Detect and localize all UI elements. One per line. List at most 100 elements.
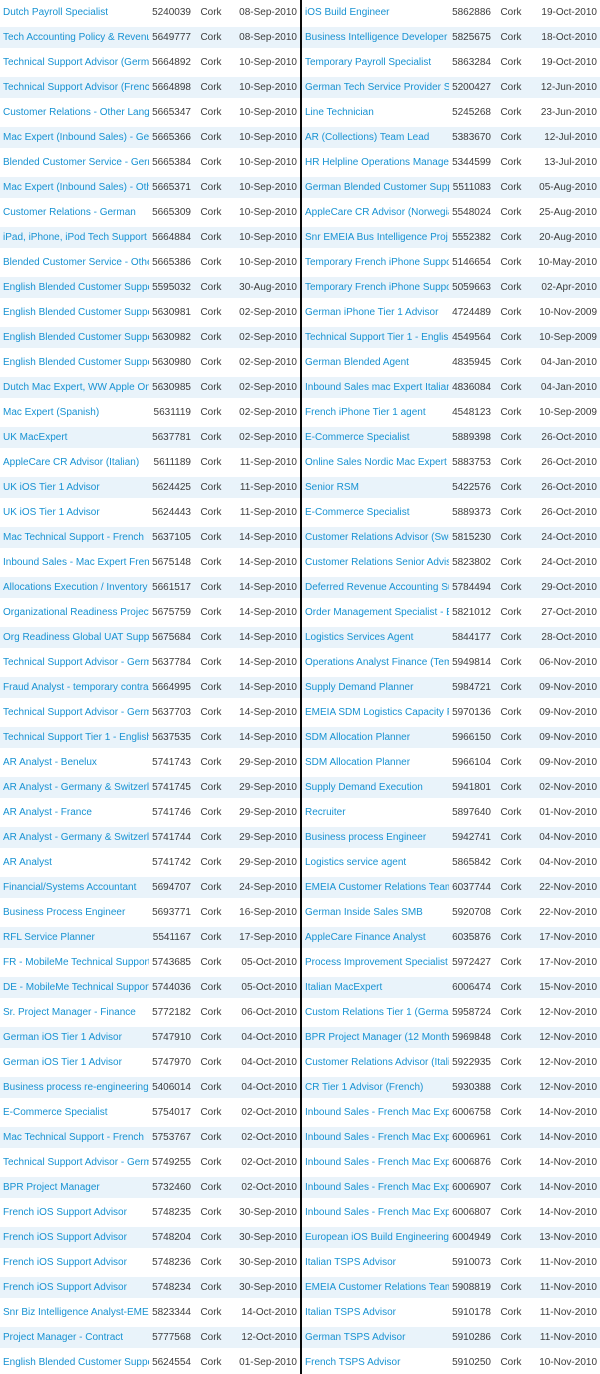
job-title-link[interactable]: English Blended Customer Support: [3, 357, 149, 368]
job-title-link[interactable]: Snr EMEIA Bus Intelligence Proj Mgr: [305, 232, 449, 243]
job-title-link[interactable]: German iOS Tier 1 Advisor: [3, 1032, 122, 1043]
job-title-link[interactable]: AR Analyst: [3, 857, 52, 868]
job-title-link[interactable]: French iPhone Tier 1 agent: [305, 407, 426, 418]
job-title-link[interactable]: Inbound Sales - French Mac Expert: [305, 1132, 449, 1143]
job-title-link[interactable]: Blended Customer Service - Other Lang.: [3, 257, 149, 268]
job-title-link[interactable]: German Tech Service Provider Support: [305, 82, 449, 93]
job-title-link[interactable]: German Blended Customer Support: [305, 182, 449, 193]
job-title-link[interactable]: Financial/Systems Accountant: [3, 882, 137, 893]
job-title-link[interactable]: AppleCare Finance Analyst: [305, 932, 426, 943]
job-title-link[interactable]: AR Analyst - Benelux: [3, 757, 97, 768]
job-title-link[interactable]: French iOS Support Advisor: [3, 1232, 127, 1243]
job-title-link[interactable]: Italian TSPS Advisor: [305, 1257, 396, 1268]
job-title-link[interactable]: Inbound Sales - French Mac Expert: [305, 1107, 449, 1118]
job-title-link[interactable]: Business Intelligence Developer: [305, 32, 448, 43]
job-title-link[interactable]: Technical Support Advisor (German): [3, 57, 149, 68]
job-title-link[interactable]: Temporary French iPhone Support Advisor: [305, 257, 449, 268]
job-title-link[interactable]: Allocations Execution / Inventory mgt: [3, 582, 149, 593]
job-title-link[interactable]: Project Manager - Contract: [3, 1332, 124, 1343]
job-title-link[interactable]: Italian MacExpert: [305, 982, 383, 993]
job-title-link[interactable]: Blended Customer Service - German: [3, 157, 149, 168]
job-title-link[interactable]: Operations Analyst Finance (Temporary): [305, 657, 449, 668]
job-title-link[interactable]: AR Analyst - Germany & Switzerland: [3, 782, 149, 793]
job-title-link[interactable]: AR (Collections) Team Lead: [305, 132, 430, 143]
job-title-link[interactable]: Mac Technical Support - French: [3, 1132, 144, 1143]
job-title-link[interactable]: Inbound Sales - French Mac Expert: [305, 1207, 449, 1218]
job-title-link[interactable]: French TSPS Advisor: [305, 1357, 401, 1368]
job-title-link[interactable]: Mac Technical Support - French: [3, 532, 144, 543]
job-title-link[interactable]: EMEIA Customer Relations Team Manager: [305, 1282, 449, 1293]
job-title-link[interactable]: English Blended Customer Support: [3, 332, 149, 343]
job-title-link[interactable]: Org Readiness Global UAT Support Analyst: [3, 632, 149, 643]
job-title-link[interactable]: European iOS Build Engineering Mgr: [305, 1232, 449, 1243]
job-title-link[interactable]: French iOS Support Advisor: [3, 1282, 127, 1293]
job-title-link[interactable]: Online Sales Nordic Mac Expert: [305, 457, 447, 468]
job-title-link[interactable]: Business Process Engineer: [3, 907, 126, 918]
job-title-link[interactable]: Technical Support Advisor - German: [3, 707, 149, 718]
job-title-link[interactable]: Logistics Services Agent: [305, 632, 414, 643]
job-title-link[interactable]: CR Tier 1 Advisor (French): [305, 1082, 424, 1093]
job-title-link[interactable]: BPR Project Manager (12 Month Contract): [305, 1032, 449, 1043]
job-title-link[interactable]: German iOS Tier 1 Advisor: [3, 1057, 122, 1068]
job-title-link[interactable]: iOS Build Engineer: [305, 7, 390, 18]
job-title-link[interactable]: Supply Demand Planner: [305, 682, 414, 693]
job-title-link[interactable]: English Blended Customer Support: [3, 282, 149, 293]
job-title-link[interactable]: SDM Allocation Planner: [305, 757, 411, 768]
job-title-link[interactable]: Business process Engineer: [305, 832, 427, 843]
job-title-link[interactable]: German iPhone Tier 1 Advisor: [305, 307, 439, 318]
job-title-link[interactable]: DE - MobileMe Technical Support Advisor: [3, 982, 149, 993]
job-title-link[interactable]: RFL Service Planner: [3, 932, 95, 943]
job-title-link[interactable]: EMEIA Customer Relations Team Manager: [305, 882, 449, 893]
job-title-link[interactable]: iPad, iPhone, iPod Tech Support (French): [3, 232, 149, 243]
job-title-link[interactable]: Fraud Analyst - temporary contract: [3, 682, 149, 693]
job-title-link[interactable]: AppleCare CR Advisor (Norwegian): [305, 207, 449, 218]
job-title-link[interactable]: Senior RSM: [305, 482, 359, 493]
job-title-link[interactable]: Mac Expert (Inbound Sales) - Other Lang: [3, 182, 149, 193]
job-title-link[interactable]: Technical Support Advisor - German: [3, 657, 149, 668]
job-title-link[interactable]: Tech Accounting Policy & Revenue Mgr: [3, 32, 149, 43]
job-title-link[interactable]: AppleCare CR Advisor (Italian): [3, 457, 140, 468]
job-title-link[interactable]: Deferred Revenue Accounting Supervisor: [305, 582, 449, 593]
job-title-link[interactable]: Process Improvement Specialist: [305, 957, 448, 968]
job-title-link[interactable]: Dutch Mac Expert, WW Apple Online Sales: [3, 382, 149, 393]
job-title-link[interactable]: Temporary Payroll Specialist: [305, 57, 432, 68]
job-title-link[interactable]: Logistics service agent: [305, 857, 407, 868]
job-title-link[interactable]: FR - MobileMe Technical Support Advisor: [3, 957, 149, 968]
job-title-link[interactable]: Organizational Readiness Project Manager: [3, 607, 149, 618]
job-title-link[interactable]: Snr Biz Intelligence Analyst-EMEIA: [3, 1307, 149, 1318]
job-title-link[interactable]: Sr. Project Manager - Finance: [3, 1007, 136, 1018]
job-title-link[interactable]: UK iOS Tier 1 Advisor: [3, 507, 100, 518]
job-title-link[interactable]: English Blended Customer Support: [3, 307, 149, 318]
job-title-link[interactable]: Line Technician: [305, 107, 374, 118]
job-title-link[interactable]: SDM Allocation Planner: [305, 732, 411, 743]
job-title-link[interactable]: German TSPS Advisor: [305, 1332, 406, 1343]
job-title-link[interactable]: Dutch Payroll Specialist: [3, 7, 109, 18]
job-title-link[interactable]: HR Helpline Operations Manager: [305, 157, 449, 168]
job-title-link[interactable]: Italian TSPS Advisor: [305, 1307, 396, 1318]
job-title-link[interactable]: Recruiter: [305, 807, 346, 818]
job-title-link[interactable]: Business process re-engineering position: [3, 1082, 149, 1093]
job-title-link[interactable]: English Blended Customer Support: [3, 1357, 149, 1368]
job-title-link[interactable]: Customer Relations - German: [3, 207, 136, 218]
job-title-link[interactable]: AR Analyst - France: [3, 807, 92, 818]
job-title-link[interactable]: Temporary French iPhone Support Advisor: [305, 282, 449, 293]
job-title-link[interactable]: Order Management Specialist - BLX: [305, 607, 449, 618]
job-title-link[interactable]: German Inside Sales SMB: [305, 907, 423, 918]
job-title-link[interactable]: Technical Support Advisor (French): [3, 82, 149, 93]
job-title-link[interactable]: BPR Project Manager: [3, 1182, 100, 1193]
job-title-link[interactable]: Customer Relations Advisor (Italian): [305, 1057, 449, 1068]
job-title-link[interactable]: French iOS Support Advisor: [3, 1257, 127, 1268]
job-title-link[interactable]: Customer Relations Senior Advisor: [305, 557, 449, 568]
job-title-link[interactable]: Custom Relations Tier 1 (German): [305, 1007, 449, 1018]
job-title-link[interactable]: French iOS Support Advisor: [3, 1207, 127, 1218]
job-title-link[interactable]: Mac Expert (Spanish): [3, 407, 100, 418]
job-title-link[interactable]: Inbound Sales - French Mac Expert: [305, 1182, 449, 1193]
job-title-link[interactable]: Inbound Sales - Mac Expert French: [3, 557, 149, 568]
job-title-link[interactable]: Mac Expert (Inbound Sales) - German: [3, 132, 149, 143]
job-title-link[interactable]: UK MacExpert: [3, 432, 68, 443]
job-title-link[interactable]: E-Commerce Specialist: [305, 432, 410, 443]
job-title-link[interactable]: German Blended Agent: [305, 357, 409, 368]
job-title-link[interactable]: Technical Support Tier 1 - English: [305, 332, 449, 343]
job-title-link[interactable]: AR Analyst - Germany & Switzerland: [3, 832, 149, 843]
job-title-link[interactable]: E-Commerce Specialist: [305, 507, 410, 518]
